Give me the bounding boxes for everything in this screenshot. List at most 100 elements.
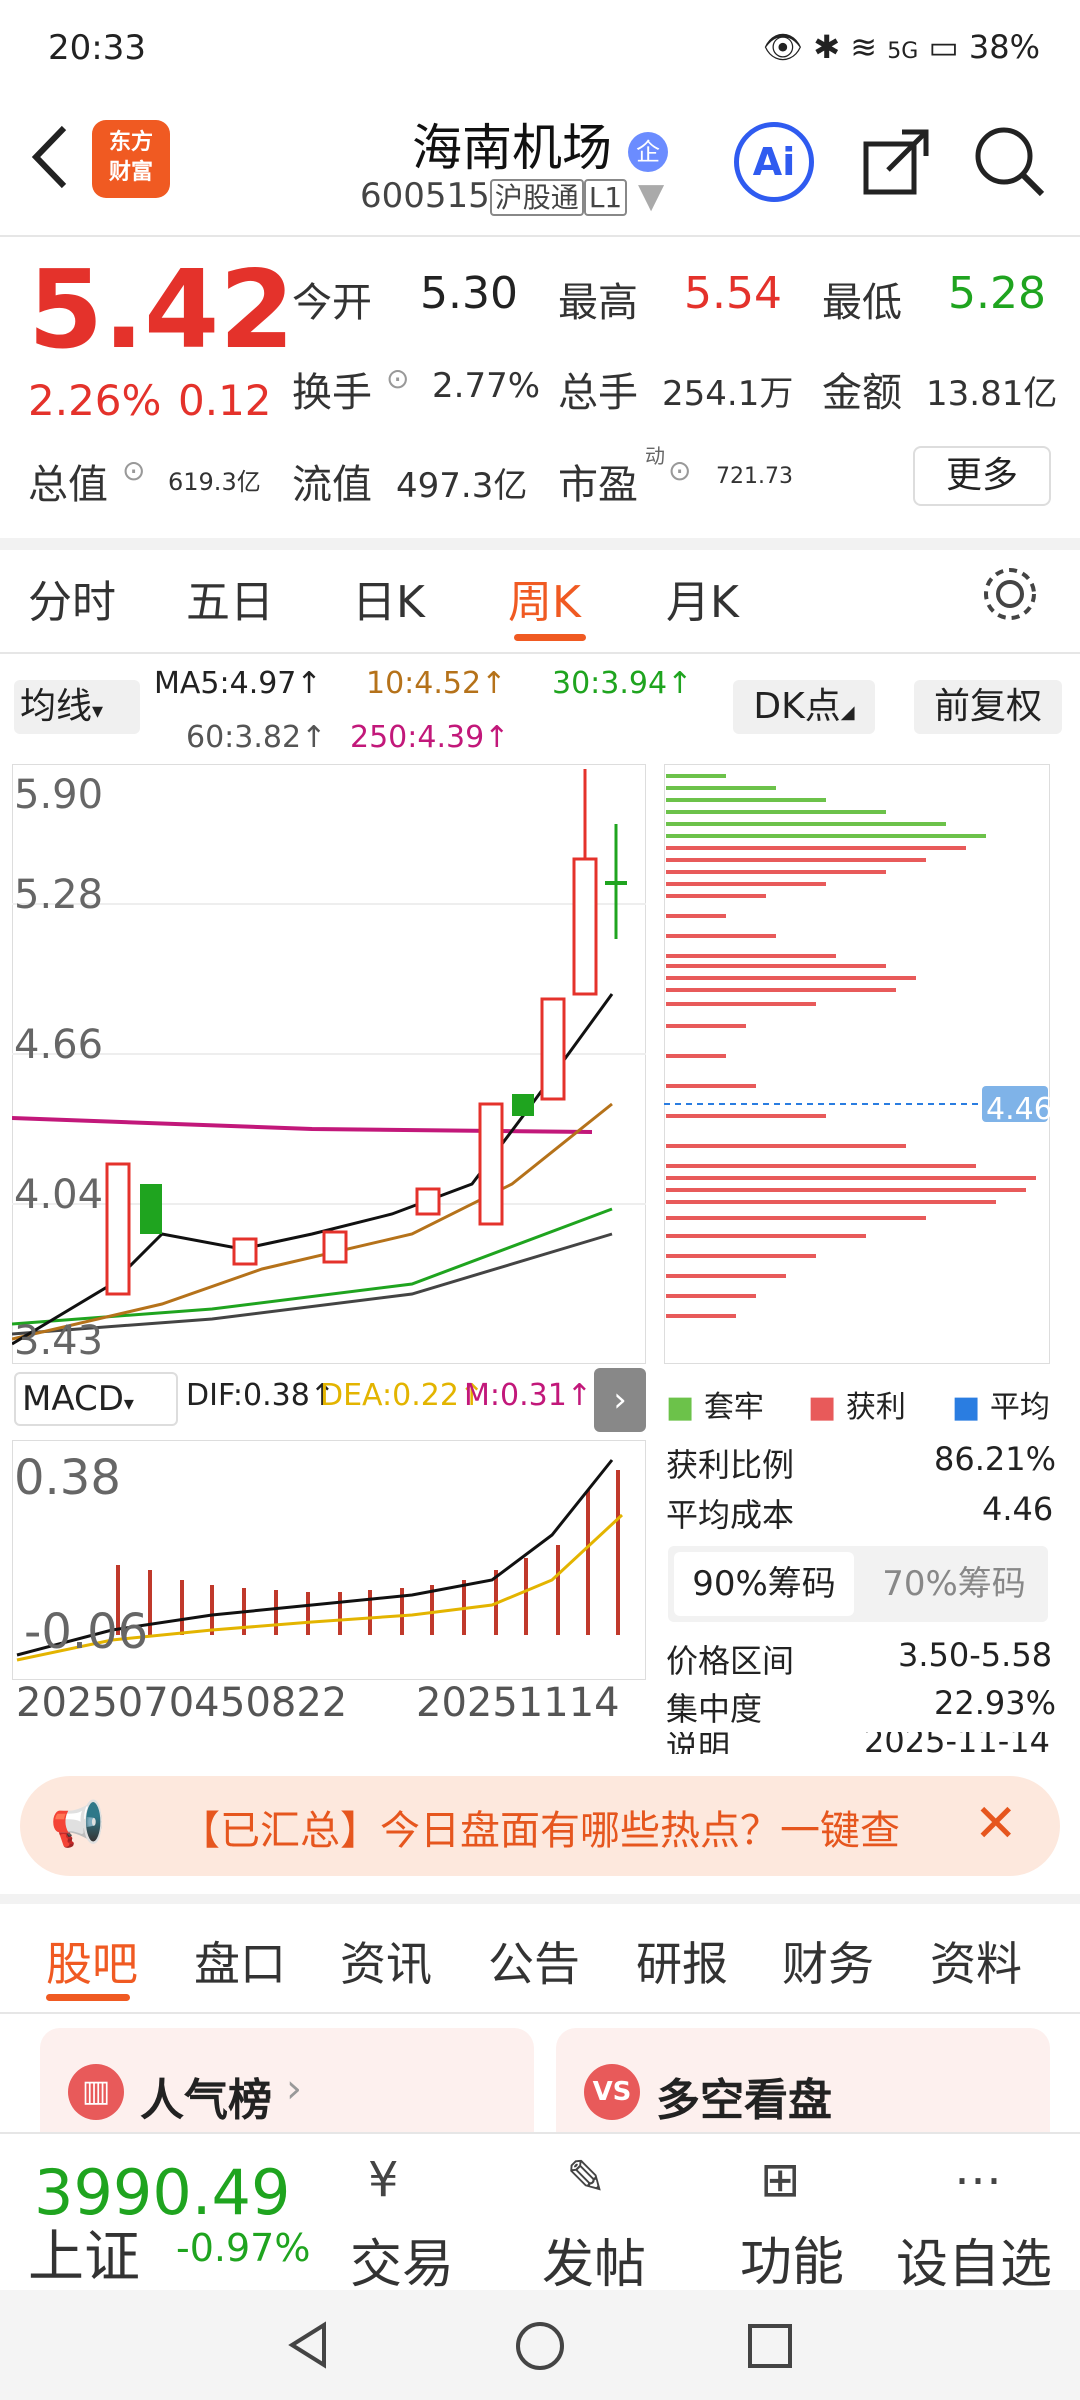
date-axis: 20250704 50822 20251114 xyxy=(12,1680,646,1754)
stock-code: 600515 xyxy=(360,176,490,216)
price-range-value: 3.50-5.58 xyxy=(898,1636,1053,1674)
legend-trapped-label: 套牢 xyxy=(703,1390,764,1425)
tab-financials[interactable]: 财务 xyxy=(782,1937,874,1991)
tab-monthly-k[interactable]: 月K xyxy=(666,577,739,628)
legend-trapped: ■ 套牢 xyxy=(666,1390,764,1425)
nav-recents-icon[interactable] xyxy=(746,2322,794,2370)
adjust-price-button[interactable]: 前复权 xyxy=(914,680,1062,734)
tab-profile[interactable]: 资料 xyxy=(930,1937,1022,1991)
volume-value: 254.1万 xyxy=(662,374,794,414)
exchange-tag: 沪股通 xyxy=(489,179,584,216)
status-time: 20:33 xyxy=(48,28,146,68)
pe-value: 721.73 xyxy=(716,464,793,489)
tab-five-day[interactable]: 五日 xyxy=(186,577,274,628)
nav-back-icon[interactable] xyxy=(284,2320,334,2370)
avg-cost-label: 平均成本 xyxy=(666,1496,795,1534)
close-icon[interactable]: ✕ xyxy=(974,1794,1018,1854)
settings-gear-icon[interactable] xyxy=(980,564,1040,624)
chip-distribution-chart[interactable] xyxy=(664,764,1050,1364)
battery-icon: ▭ xyxy=(928,28,959,66)
ma250-value: 250:4.39↑ xyxy=(350,720,510,755)
more-button[interactable]: 更多 xyxy=(913,446,1051,506)
rank-chart-icon: ▥ xyxy=(68,2064,124,2120)
date-label-3: 20251114 xyxy=(416,1680,620,1726)
tab-daily-k[interactable]: 日K xyxy=(352,577,425,628)
level-tag: L1 xyxy=(583,179,628,216)
tab-news[interactable]: 资讯 xyxy=(340,1937,432,1991)
active-tab-indicator xyxy=(514,634,586,641)
index-name[interactable]: 上证 xyxy=(28,2225,140,2290)
wifi-icon: ≋ xyxy=(850,28,878,66)
note-label: 说明 xyxy=(666,1732,731,1754)
bottom-toolbar: 3990.49 上证 -0.97% ¥ 交易 ✎ 发帖 ⊞ 功能 ⋯ 设自选 xyxy=(0,2132,1080,2295)
macd-select-label: MACD xyxy=(22,1379,124,1419)
ai-assistant-icon[interactable]: Ai xyxy=(734,122,814,202)
megaphone-icon: 📢 xyxy=(50,1799,105,1850)
tab-intraday[interactable]: 分时 xyxy=(28,577,116,628)
hot-topics-banner[interactable]: 📢 【已汇总】今日盘面有哪些热点？一键查 ✕ xyxy=(20,1776,1060,1876)
tab-announcements[interactable]: 公告 xyxy=(488,1937,580,1991)
price-range-label: 价格区间 xyxy=(666,1642,795,1680)
ma5-value: MA5:4.97↑ xyxy=(154,666,322,701)
stock-header: 东方 财富 海南机场 企 600515 沪股通 L1 ▼ Ai xyxy=(0,100,1080,235)
ma10-value: 10:4.52↑ xyxy=(366,666,507,701)
info-icon[interactable]: ⊙ xyxy=(386,362,410,395)
macd-dea: DEA:0.22↑ xyxy=(320,1378,485,1413)
yaxis-label-4: 4.04 xyxy=(14,1172,104,1218)
kline-chart[interactable] xyxy=(12,764,646,1364)
yaxis-label-1: 5.90 xyxy=(14,772,104,818)
eye-icon: 👁 xyxy=(762,28,804,66)
share-icon[interactable] xyxy=(862,126,932,196)
trade-icon: ¥ xyxy=(368,2152,399,2208)
tabs-divider xyxy=(0,652,1080,654)
last-price: 5.42 xyxy=(28,248,295,373)
candles xyxy=(105,769,627,1296)
low-label: 最低 xyxy=(822,280,902,326)
app-logo: 东方 财富 xyxy=(92,120,170,198)
dropdown-icon: ▼ xyxy=(638,176,665,216)
stock-code-line[interactable]: 600515 沪股通 L1 ▼ xyxy=(360,176,664,216)
high-label: 最高 xyxy=(558,280,638,326)
profit-ratio-value: 86.21% xyxy=(934,1440,1057,1478)
concentration-value: 22.93% xyxy=(934,1684,1057,1722)
open-label: 今开 xyxy=(292,280,372,326)
active-tab-indicator xyxy=(46,1994,130,2001)
indicator-select[interactable]: 均线▾ xyxy=(14,680,140,734)
index-value[interactable]: 3990.49 xyxy=(34,2156,291,2229)
legend-profit-label: 获利 xyxy=(845,1390,906,1425)
trade-button[interactable]: 交易 xyxy=(350,2235,455,2295)
corner-arrow-icon: ◢ xyxy=(840,702,855,723)
open-value: 5.30 xyxy=(420,268,518,319)
tab-chip-90[interactable]: 90%筹码 xyxy=(674,1552,854,1616)
turnover-label: 换手 xyxy=(292,370,372,416)
header-divider xyxy=(0,235,1080,237)
search-icon[interactable] xyxy=(972,124,1048,200)
tab-forum[interactable]: 股吧 xyxy=(46,1937,138,1991)
chevron-right-icon[interactable]: › xyxy=(594,1368,646,1432)
stock-title: 海南机场 企 xyxy=(0,108,1080,180)
nav-home-icon[interactable] xyxy=(514,2320,566,2372)
macd-select[interactable]: MACD▾ xyxy=(14,1372,178,1426)
macd-m: M:0.31↑ xyxy=(464,1378,592,1413)
yaxis-label-3: 4.66 xyxy=(14,1022,104,1068)
quote-divider xyxy=(0,538,1080,550)
legend-average-label: 平均 xyxy=(989,1390,1050,1425)
ma30-value: 30:3.94↑ xyxy=(552,666,693,701)
add-watchlist-button[interactable]: 设自选 xyxy=(896,2235,1053,2295)
change-amount: 0.12 xyxy=(178,376,272,425)
info-icon[interactable]: ⊙ xyxy=(122,454,146,487)
tab-weekly-k[interactable]: 周K xyxy=(508,577,581,628)
dk-point-button[interactable]: DK点◢ xyxy=(733,680,875,734)
tab-research[interactable]: 研报 xyxy=(636,1937,728,1991)
post-button[interactable]: 发帖 xyxy=(542,2235,647,2295)
info-icon[interactable]: ⊙ xyxy=(668,454,692,487)
function-button[interactable]: 功能 xyxy=(740,2233,845,2293)
tab-chip-70[interactable]: 70%筹码 xyxy=(882,1564,1026,1604)
back-icon[interactable] xyxy=(24,122,74,192)
chip-bars-trapped xyxy=(666,774,986,838)
note-date: 2025-11-14 xyxy=(864,1732,1050,1754)
yaxis-label-2: 5.28 xyxy=(14,872,104,918)
macd-axis-bottom: -0.06 xyxy=(24,1604,149,1660)
profit-ratio-label: 获利比例 xyxy=(666,1446,795,1484)
tab-orderbook[interactable]: 盘口 xyxy=(194,1937,286,1991)
